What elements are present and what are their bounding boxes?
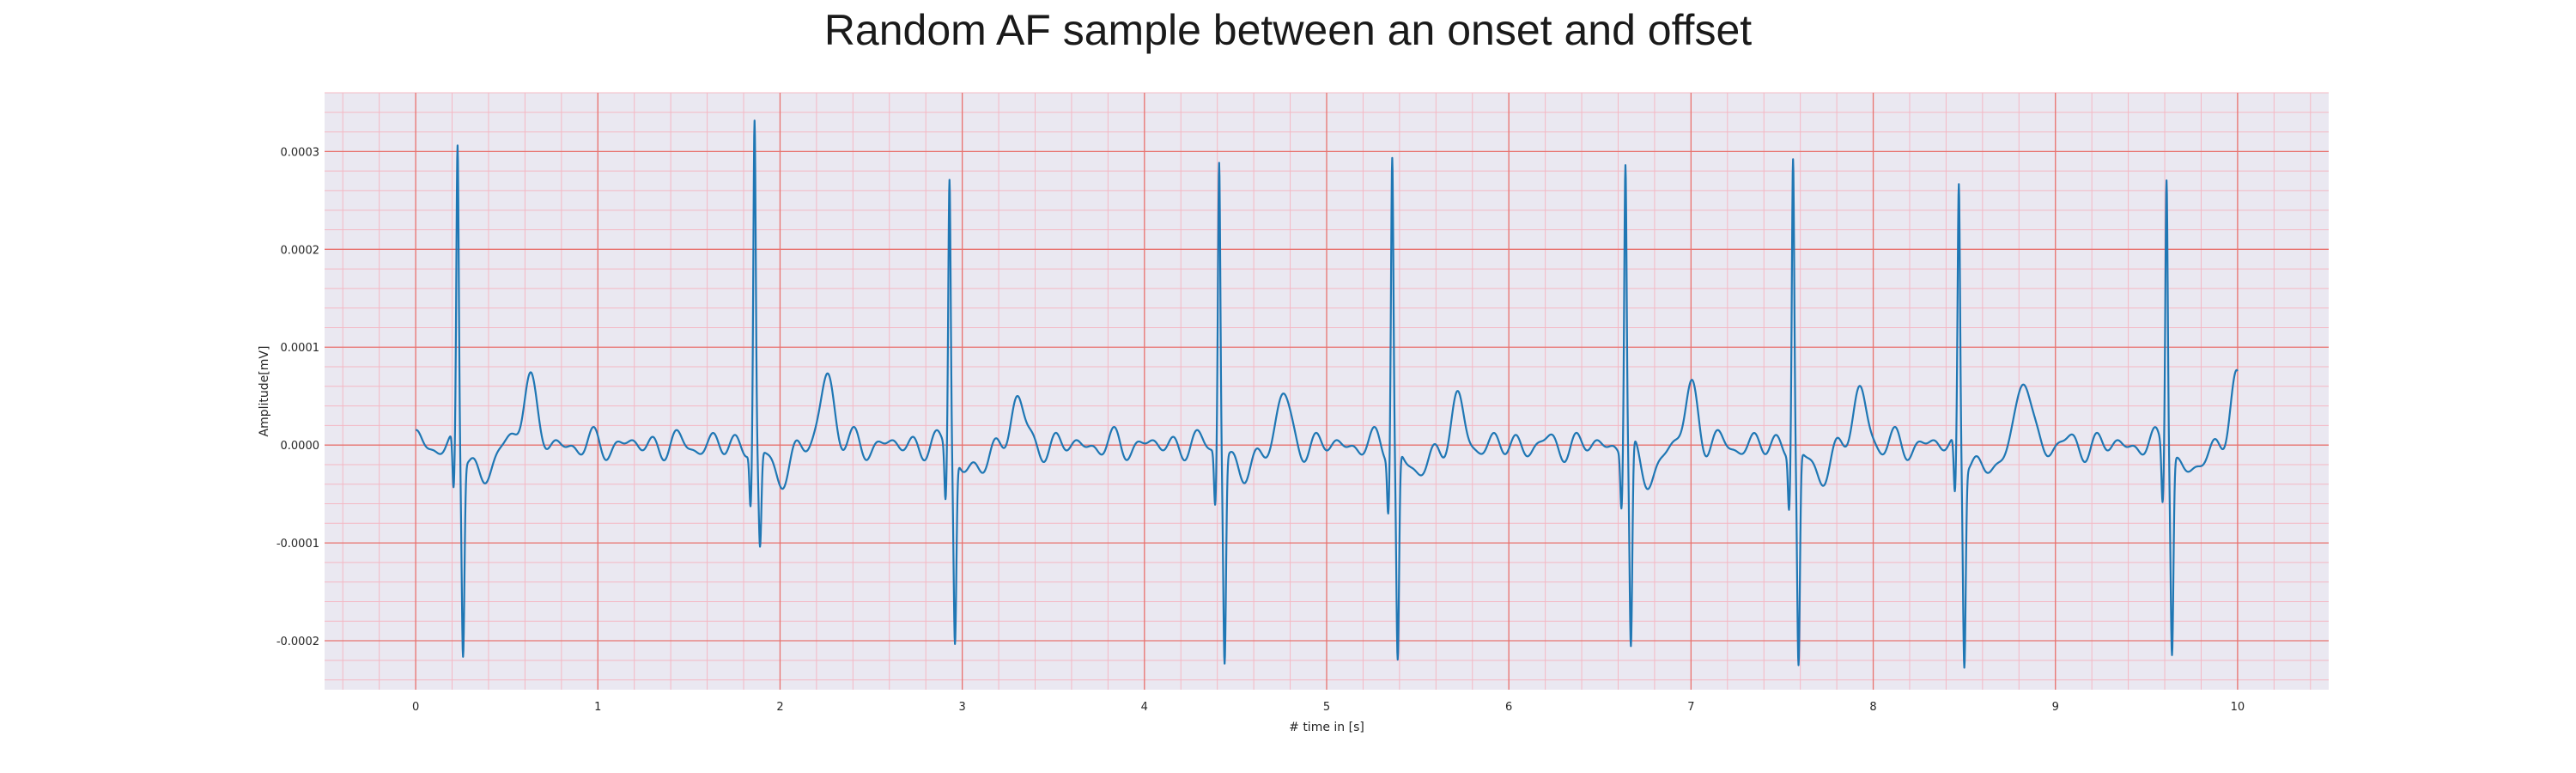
x-tick-label: 3 — [958, 701, 965, 714]
y-tick-label: -0.0001 — [276, 538, 319, 551]
ecg-series-line — [415, 119, 2239, 669]
x-tick-label: 8 — [1869, 701, 1876, 714]
x-axis-label: # time in [s] — [1289, 721, 1364, 734]
x-tick-label: 0 — [412, 701, 419, 714]
tick-labels: 0 1 2 3 4 5 6 7 8 9 10 -0.0002 -0.0001 0.0000 0.0001 0.… — [276, 146, 2245, 714]
chart-title: Random AF sample between an onset and of… — [823, 6, 1753, 54]
x-tick-label: 5 — [1323, 701, 1330, 714]
y-tick-label: 0.0002 — [281, 244, 320, 257]
x-tick-label: 2 — [776, 701, 783, 714]
x-tick-label: 1 — [594, 701, 601, 714]
x-tick-label: 7 — [1687, 701, 1694, 714]
x-tick-label: 6 — [1505, 701, 1512, 714]
y-tick-label: 0.0000 — [281, 440, 320, 453]
x-tick-label: 10 — [2231, 701, 2245, 714]
y-tick-label: -0.0002 — [276, 636, 319, 648]
x-tick-label: 9 — [2052, 701, 2059, 714]
y-tick-label: 0.0003 — [281, 146, 320, 159]
x-tick-label: 4 — [1141, 701, 1148, 714]
major-grid — [325, 93, 2329, 690]
y-axis-label: Amplitude[mV] — [258, 346, 271, 437]
y-tick-label: 0.0001 — [281, 342, 320, 355]
